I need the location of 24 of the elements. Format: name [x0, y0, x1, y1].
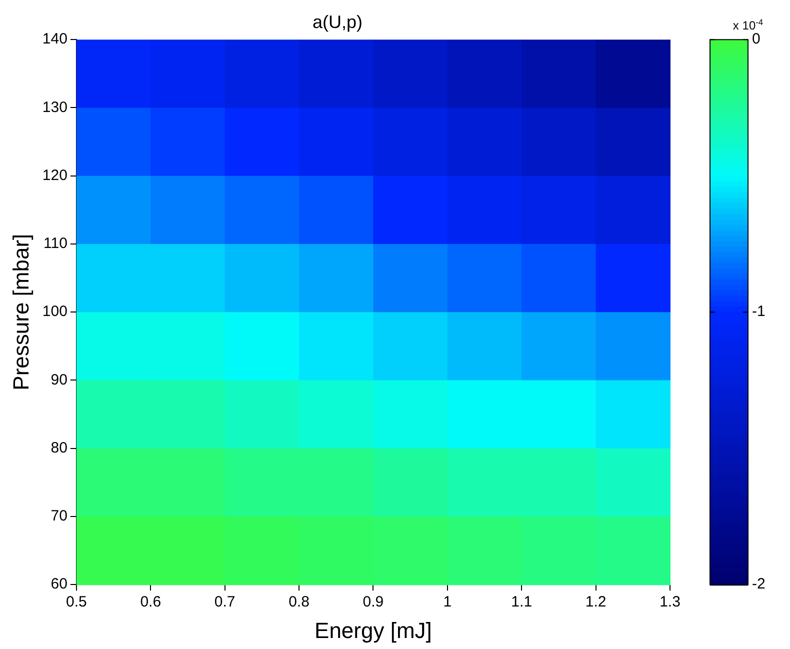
- y-tick-label: 130: [42, 98, 68, 116]
- y-tick-label: 90: [50, 371, 68, 388]
- x-axis-title: Energy [mJ]: [314, 618, 432, 643]
- x-tick-label: 1.2: [585, 594, 606, 611]
- y-axis-title: Pressure [mbar]: [8, 234, 34, 390]
- color-bar-label: -2: [752, 576, 766, 593]
- y-tick-label: 120: [42, 166, 68, 184]
- y-tick-label: 100: [42, 303, 68, 320]
- x-tick-label: 1.3: [660, 594, 680, 611]
- y-tick-label: 110: [44, 235, 68, 252]
- y-tick-label: 80: [50, 439, 68, 456]
- chart-title: a(U,p): [312, 12, 363, 32]
- x-tick-label: 0.6: [140, 594, 162, 611]
- x-tick-label: 1: [443, 594, 452, 611]
- color-bar-label: 0: [752, 30, 760, 48]
- y-tick-label: 70: [50, 508, 68, 525]
- y-tick-label: 60: [50, 576, 68, 593]
- color-bar-label: -1: [752, 303, 766, 320]
- x-tick-label: 0.9: [362, 594, 384, 611]
- x-tick-label: 1.1: [511, 594, 532, 611]
- x-tick-label: 0.5: [66, 594, 87, 611]
- x-tick-label: 0.7: [214, 594, 236, 611]
- x-tick-label: 0.8: [288, 594, 310, 611]
- y-tick-label: 140: [42, 30, 68, 48]
